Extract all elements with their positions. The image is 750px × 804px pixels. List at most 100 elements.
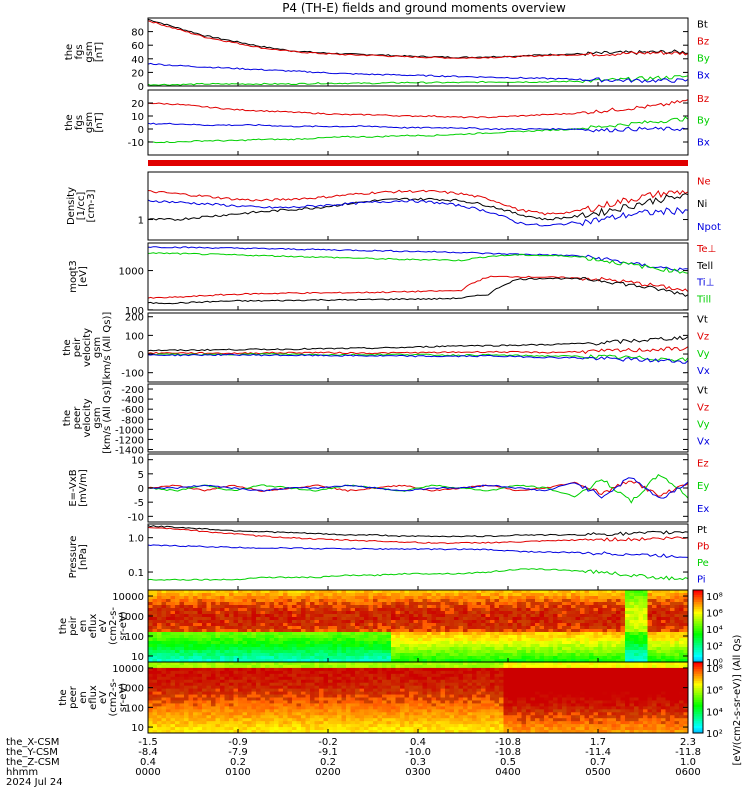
spectrogram-cell (450, 620, 455, 624)
spectrogram-cell (279, 671, 284, 674)
spectrogram-cell (396, 712, 401, 715)
spectrogram-cell (297, 680, 302, 683)
spectrogram-cell (382, 647, 387, 651)
spectrogram-cell (184, 593, 189, 597)
spectrogram-cell (216, 662, 221, 665)
spectrogram-cell (180, 653, 185, 657)
spectrogram-cell (319, 698, 324, 701)
spectrogram-cell (612, 656, 617, 660)
spectrogram-cell (513, 617, 518, 621)
spectrogram-cell (450, 686, 455, 689)
spectrogram-cell (657, 590, 662, 594)
spectrogram-cell (207, 668, 212, 671)
spectrogram-cell (198, 608, 203, 612)
spectrogram-cell (288, 727, 293, 730)
spectrogram-cell (234, 674, 239, 677)
spectrogram-cell (454, 671, 459, 674)
spectrogram-cell (319, 620, 324, 624)
spectrogram-cell (571, 605, 576, 609)
spectrogram-cell (297, 674, 302, 677)
spectrogram-cell (328, 623, 333, 627)
spectrogram-cell (355, 638, 360, 642)
legend-Vy: Vy (697, 349, 710, 360)
spectrogram-cell (234, 671, 239, 674)
spectrogram-cell (369, 677, 374, 680)
spectrogram-cell (364, 695, 369, 698)
spectrogram-cell (472, 626, 477, 630)
spectrogram-cell (324, 709, 329, 712)
spectrogram-cell (576, 632, 581, 636)
series-line-Ey (148, 475, 688, 503)
spectrogram-cell (265, 706, 270, 709)
spectrogram-cell (148, 715, 153, 718)
spectrogram-cell (261, 635, 266, 639)
spectrogram-cell (526, 593, 531, 597)
spectrogram-cell (342, 686, 347, 689)
spectrogram-cell (423, 614, 428, 618)
spectrogram-cell (450, 671, 455, 674)
spectrogram-cell (162, 715, 167, 718)
spectrogram-cell (256, 698, 261, 701)
spectrogram-cell (472, 662, 477, 665)
spectrogram-cell (288, 665, 293, 668)
spectrogram-cell (171, 653, 176, 657)
spectrogram-cell (634, 647, 639, 651)
spectrogram-cell (513, 620, 518, 624)
spectrogram-cell (477, 668, 482, 671)
spectrogram-cell (540, 593, 545, 597)
spectrogram-cell (553, 635, 558, 639)
spectrogram-cell (355, 665, 360, 668)
spectrogram-cell (630, 614, 635, 618)
spectrogram-cell (522, 641, 527, 645)
spectrogram-cell (324, 650, 329, 654)
spectrogram-cell (648, 644, 653, 648)
spectrogram-cell (310, 721, 315, 724)
spectrogram-cell (373, 590, 378, 594)
spectrogram-cell (459, 665, 464, 668)
spectrogram-cell (216, 721, 221, 724)
spectrogram-cell (414, 611, 419, 615)
spectrogram-cell (540, 644, 545, 648)
spectrogram-cell (346, 650, 351, 654)
spectrogram-cell (463, 686, 468, 689)
spectrogram-cell (418, 629, 423, 633)
spectrogram-cell (333, 653, 338, 657)
spectrogram-cell (639, 611, 644, 615)
spectrogram-cell (279, 698, 284, 701)
spectrogram-cell (517, 617, 522, 621)
spectrogram-cell (216, 590, 221, 594)
spectrogram-cell (526, 650, 531, 654)
spectrogram-cell (180, 605, 185, 609)
spectrogram-cell (450, 632, 455, 636)
spectrogram-cell (279, 623, 284, 627)
spectrogram-cell (324, 644, 329, 648)
spectrogram-cell (175, 593, 180, 597)
spectrogram-cell (405, 721, 410, 724)
spectrogram-cell (319, 680, 324, 683)
spectrogram-cell (675, 629, 680, 633)
spectrogram-cell (180, 698, 185, 701)
spectrogram-cell (180, 590, 185, 594)
spectrogram-cell (486, 620, 491, 624)
spectrogram-cell (612, 602, 617, 606)
spectrogram-cell (315, 638, 320, 642)
spectrogram-cell (261, 712, 266, 715)
spectrogram-cell (288, 700, 293, 703)
spectrogram-cell (454, 653, 459, 657)
spectrogram-cell (351, 653, 356, 657)
spectrogram-cell (243, 644, 248, 648)
spectrogram-cell (184, 689, 189, 692)
spectrogram-cell (657, 629, 662, 633)
spectrogram-cell (153, 692, 158, 695)
spectrogram-cell (198, 686, 203, 689)
spectrogram-cell (270, 593, 275, 597)
spectrogram-cell (207, 665, 212, 668)
spectrogram-cell (189, 665, 194, 668)
spectrogram-cell (270, 674, 275, 677)
spectrogram-cell (306, 715, 311, 718)
spectrogram-cell (558, 617, 563, 621)
spectrogram-cell (306, 638, 311, 642)
spectrogram-cell (400, 703, 405, 706)
spectrogram-cell (279, 703, 284, 706)
